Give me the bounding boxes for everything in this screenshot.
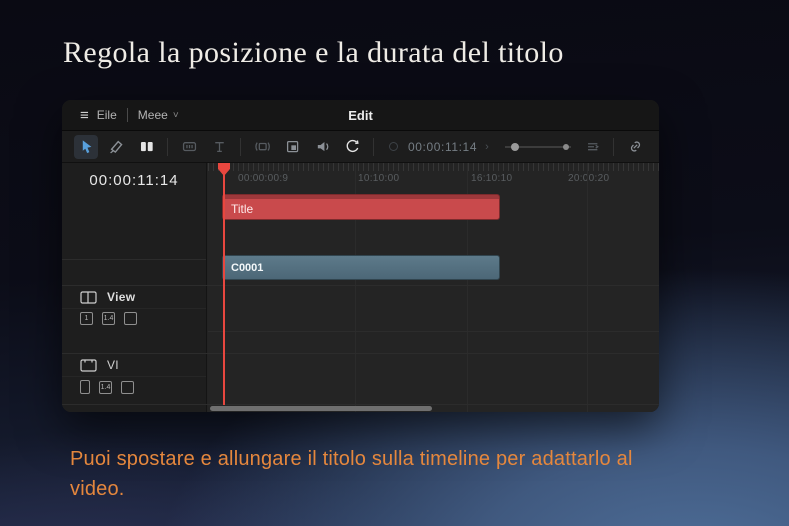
clip-label: Title bbox=[231, 201, 254, 216]
track-boundary bbox=[62, 353, 659, 354]
track-name: VI bbox=[107, 358, 119, 372]
slider-handle[interactable] bbox=[562, 143, 569, 150]
toolbar-divider bbox=[167, 137, 168, 156]
fit-to-fill-button[interactable] bbox=[280, 135, 304, 159]
track-toggle-button[interactable]: 1.4 bbox=[102, 312, 115, 325]
track-name: View bbox=[107, 290, 136, 304]
menu-dropdown[interactable]: Meee bbox=[137, 108, 168, 122]
razor-icon bbox=[109, 140, 123, 154]
playback-marker-icon bbox=[389, 142, 398, 151]
panel-divider bbox=[62, 259, 206, 260]
dual-view-icon bbox=[140, 142, 153, 152]
panel-divider bbox=[62, 308, 206, 309]
track-toggle-button[interactable] bbox=[121, 380, 134, 394]
track-boundary bbox=[208, 331, 659, 332]
timeline-clip-video[interactable]: C0001 bbox=[222, 255, 500, 280]
razor-tool-button[interactable] bbox=[104, 135, 128, 159]
playhead-line bbox=[223, 163, 225, 405]
track-header-a1[interactable]: A1 A1 H bbox=[82, 411, 196, 412]
slider-handle[interactable] bbox=[510, 142, 519, 151]
fit-to-fill-icon bbox=[286, 140, 298, 153]
snapping-icon bbox=[587, 143, 599, 151]
refresh-button[interactable] bbox=[340, 135, 364, 159]
toolbar-divider bbox=[613, 137, 614, 156]
video-track-icon bbox=[80, 290, 97, 304]
track-toggle-button[interactable] bbox=[80, 380, 90, 394]
timeline[interactable]: 00:00:00:9 10:10:00 16:10:10 20:00:20 Ti… bbox=[208, 163, 659, 412]
timeline-gridline bbox=[355, 163, 356, 412]
snapping-button[interactable] bbox=[580, 135, 604, 159]
timeline-ruler[interactable] bbox=[208, 163, 659, 171]
track-boundary bbox=[62, 285, 659, 286]
insert-clip-icon bbox=[182, 142, 196, 152]
pointer-icon bbox=[82, 140, 91, 154]
track-controls-v1: 1.4 bbox=[80, 380, 134, 394]
toolbar-divider bbox=[240, 137, 241, 156]
ruler-timecode: 16:10:10 bbox=[471, 173, 513, 184]
link-clips-button[interactable] bbox=[623, 135, 647, 159]
ruler-timecode: 00:00:00:9 bbox=[238, 173, 289, 184]
timeline-zoom-slider[interactable] bbox=[504, 142, 571, 152]
menubar: ≡ Eile Meee ˅ bbox=[62, 100, 659, 131]
chevron-right-icon: › bbox=[485, 140, 489, 153]
menu-file[interactable]: Eile bbox=[96, 108, 117, 122]
selection-tool-button[interactable] bbox=[74, 134, 98, 159]
insert-clip-button[interactable] bbox=[177, 135, 201, 159]
place-on-top-button[interactable] bbox=[250, 135, 274, 159]
track-header-v2[interactable]: View bbox=[80, 288, 135, 306]
menubar-divider bbox=[126, 108, 128, 122]
slide-caption: Puoi spostare e allungare il titolo sull… bbox=[70, 448, 633, 500]
track-header-panel: 00:00:11:14 View 1 1.4 bbox=[62, 163, 207, 412]
track-toggle-button[interactable]: 1.4 bbox=[99, 380, 112, 394]
track-toggle-button[interactable]: 1 bbox=[80, 312, 93, 325]
edit-page-main: 00:00:11:14 View 1 1.4 bbox=[62, 163, 659, 412]
panel-divider bbox=[62, 376, 206, 377]
video-track-icon bbox=[80, 358, 97, 372]
track-boundary bbox=[62, 404, 659, 405]
slide-heading: Regola la posizione e la durata del tito… bbox=[63, 36, 564, 69]
timeline-horizontal-scrollbar[interactable] bbox=[210, 406, 432, 411]
link-chain-icon bbox=[630, 141, 640, 152]
timeline-gridline bbox=[467, 163, 468, 412]
speaker-icon bbox=[317, 142, 328, 152]
hamburger-menu-icon[interactable]: ≡ bbox=[80, 106, 89, 124]
trim-icon bbox=[214, 142, 224, 153]
audio-monitor-button[interactable] bbox=[310, 135, 334, 159]
playhead-handle[interactable] bbox=[218, 163, 230, 176]
track-header-v1[interactable]: VI bbox=[80, 356, 119, 374]
track-toggle-button[interactable] bbox=[124, 312, 137, 325]
timeline-clip-title[interactable]: Title bbox=[222, 194, 500, 220]
track-controls-v2: 1 1.4 bbox=[80, 312, 137, 325]
playhead-timecode-field[interactable]: 00:00:11:14 bbox=[408, 139, 478, 154]
trim-edit-mode-button[interactable] bbox=[134, 135, 158, 159]
replace-clip-button[interactable] bbox=[207, 135, 231, 159]
app-window: ≡ Eile Meee ˅ Edit bbox=[62, 100, 659, 412]
toolbar-divider bbox=[373, 137, 374, 156]
clip-label: C0001 bbox=[231, 261, 264, 274]
slider-track bbox=[504, 145, 571, 148]
toolbar: 00:00:11:14 › bbox=[62, 131, 659, 163]
ruler-timecode: 20:00:20 bbox=[568, 173, 610, 184]
viewer-timecode: 00:00:11:14 bbox=[89, 172, 179, 189]
place-on-top-icon bbox=[254, 142, 270, 151]
ruler-timecode: 10:10:00 bbox=[358, 173, 400, 184]
timeline-gridline bbox=[587, 163, 588, 412]
loop-arrow-icon bbox=[346, 139, 359, 152]
chevron-down-icon: ˅ bbox=[172, 109, 179, 121]
